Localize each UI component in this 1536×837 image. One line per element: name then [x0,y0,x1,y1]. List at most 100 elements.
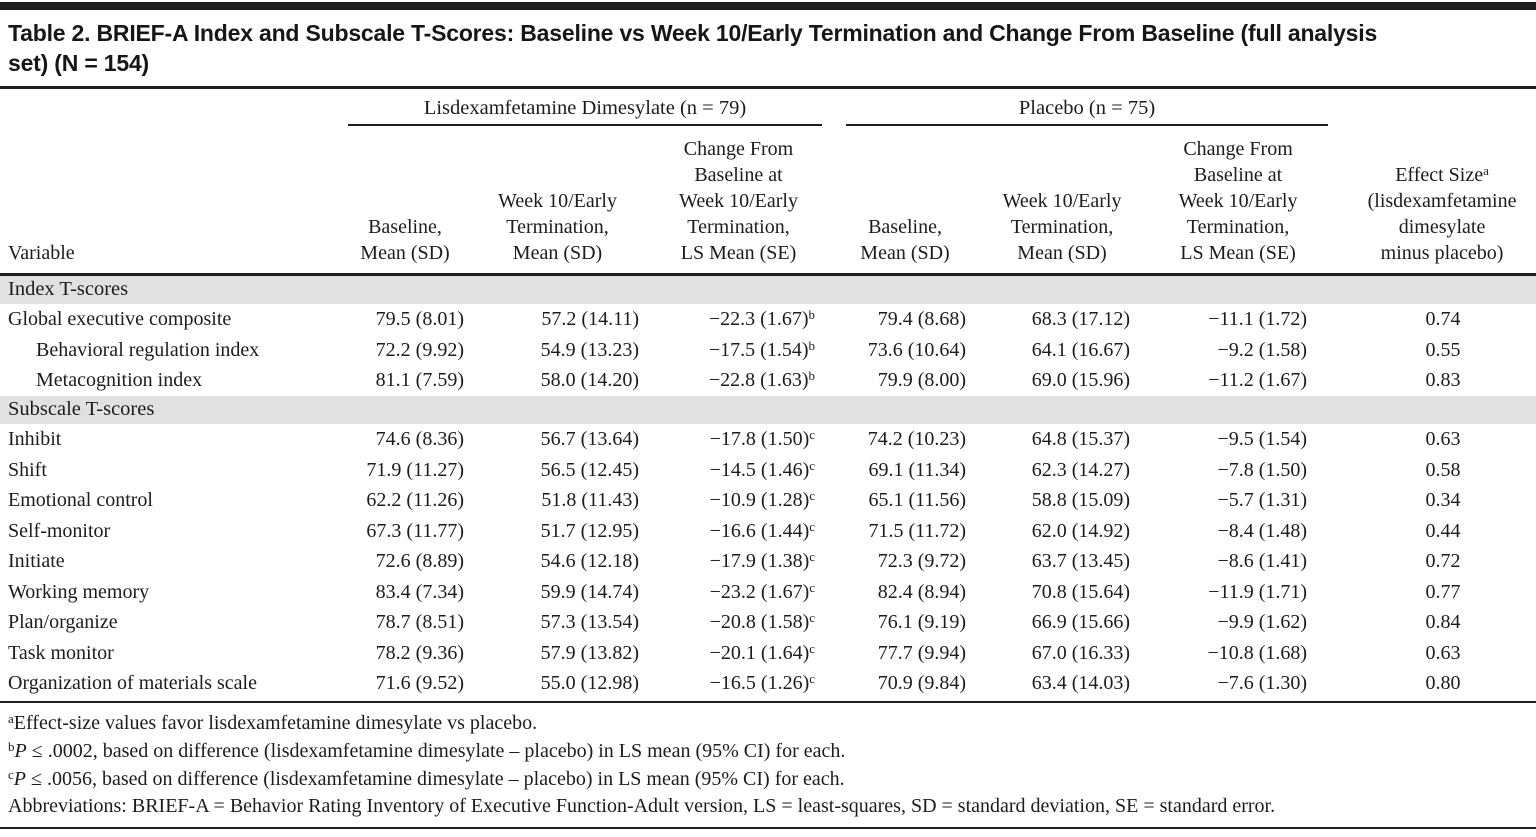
cell-ldx-change: −23.2 (1.67)c [709,579,816,603]
footnote-marker-c: c [809,579,816,595]
cell-ldx-week10: 56.7 (13.64) [540,428,639,451]
column-header-pbo-week10: Week 10/Early Termination, Mean (SD) [978,125,1147,276]
cell-ldx-week10: 57.9 (13.82) [540,641,639,664]
cell-ldx-change: −22.3 (1.67)b [708,307,816,331]
table-row: Task monitor 78.2 (9.36) 57.9 (13.82) −20.1… [0,638,1536,669]
group-header-placebo: Placebo (n = 75) [832,89,1330,126]
title-divider-rule [0,85,1536,89]
section-header-label: Index T-scores [0,274,1536,305]
cell-ldx-week10: 54.9 (13.23) [540,338,639,361]
section-header-row: Subscale T-scores [0,395,1536,425]
cell-pbo-baseline: 73.6 (10.64) [867,338,967,361]
cell-ldx-week10: 56.5 (12.45) [540,458,639,481]
cell-effect-size: 0.84 [1425,611,1461,634]
table-row: Working memory 83.4 (7.34) 59.9 (14.74) −23… [0,577,1536,608]
table-row: Global executive composite 79.5 (8.01) 57.… [0,304,1536,335]
cell-pbo-week10: 70.8 (15.64) [1031,580,1131,603]
cell-pbo-change: −7.6 (1.30) [1217,672,1308,695]
cell-ldx-week10: 54.6 (12.18) [540,550,639,573]
footnote: cP ≤ .0056, based on difference (lisdexa… [8,766,845,790]
footnotes-block: aEffect-size values favor lisdexamfetami… [0,703,1536,829]
cell-variable: Shift [8,458,47,481]
cell-pbo-week10: 62.0 (14.92) [1031,519,1131,542]
table-title-line1: Table 2. BRIEF-A Index and Subscale T-Sc… [8,20,1378,46]
column-header-ldx-week10: Week 10/Early Termination, Mean (SD) [470,125,645,276]
cell-pbo-baseline: 76.1 (9.19) [877,611,967,634]
footnote-marker-c: c [8,766,14,782]
footnote: bP ≤ .0002, based on difference (lisdexa… [8,739,846,762]
cell-pbo-change: −11.1 (1.72) [1208,308,1308,331]
cell-variable: Inhibit [8,428,62,451]
cell-pbo-baseline: 72.3 (9.72) [877,550,967,573]
cell-pbo-change: −8.4 (1.48) [1217,519,1308,542]
cell-ldx-baseline: 62.2 (11.26) [366,489,464,512]
cell-pbo-change: −8.6 (1.41) [1217,550,1308,573]
cell-variable: Working memory [8,580,150,603]
cell-ldx-baseline: 72.6 (8.89) [375,550,464,573]
cell-ldx-change: −10.9 (1.28)c [709,488,816,512]
cell-variable: Organization of materials scale [8,672,257,695]
cell-ldx-week10: 51.7 (12.95) [540,519,639,542]
blank-header-cell [0,89,340,126]
table-row: Emotional control 62.2 (11.26) 51.8 (11.43… [0,485,1536,516]
cell-ldx-change: −14.5 (1.46)c [709,457,816,481]
brief-a-scores-table: Lisdexamfetamine Dimesylate (n = 79) Pla… [0,89,1536,704]
cell-variable: Task monitor [8,641,114,664]
table-row: Plan/organize 78.7 (8.51) 57.3 (13.54) −20.… [0,607,1536,638]
cell-ldx-baseline: 78.7 (8.51) [375,611,464,634]
cell-ldx-week10: 59.9 (14.74) [540,580,639,603]
footnote: Abbreviations: BRIEF-A = Behavior Rating… [8,795,1276,818]
cell-pbo-baseline: 71.5 (11.72) [868,519,967,542]
cell-effect-size: 0.80 [1425,672,1461,695]
column-header-pbo-baseline: Baseline, Mean (SD) [832,125,979,276]
cell-pbo-change: −9.5 (1.54) [1217,428,1308,451]
footnote: aEffect-size values favor lisdexamfetami… [8,711,538,735]
cell-pbo-baseline: 79.4 (8.68) [877,308,967,331]
footnote-marker-a: a [1483,162,1489,178]
cell-effect-size: 0.63 [1425,428,1461,451]
footnote-marker-c: c [809,610,816,626]
cell-pbo-week10: 68.3 (17.12) [1031,308,1131,331]
cell-effect-size: 0.72 [1425,550,1461,573]
cell-pbo-change: −9.2 (1.58) [1217,338,1308,361]
cell-ldx-change: −16.6 (1.44)c [709,518,816,542]
column-header-ldx-baseline: Baseline, Mean (SD) [340,125,470,276]
footnote-marker-c: c [809,549,816,565]
cell-variable: Plan/organize [8,611,118,634]
cell-effect-size: 0.34 [1425,489,1461,512]
column-header-pbo-change: Change From Baseline at Week 10/Early Te… [1146,125,1331,276]
cell-ldx-baseline: 71.9 (11.27) [366,458,464,481]
group-label-placebo: Placebo (n = 75) [1018,96,1156,119]
column-header-row: Variable Baseline, Mean (SD) Week 10/Ear… [0,125,1536,276]
group-label-lisdexamfetamine: Lisdexamfetamine Dimesylate (n = 79) [423,96,747,119]
cell-pbo-week10: 67.0 (16.33) [1031,641,1131,664]
cell-ldx-change: −16.5 (1.26)c [709,671,816,695]
group-header-lisdexamfetamine: Lisdexamfetamine Dimesylate (n = 79) [340,89,832,126]
cell-pbo-week10: 63.4 (14.03) [1031,672,1131,695]
cell-ldx-change: −17.9 (1.38)c [709,549,816,573]
cell-ldx-change: −17.8 (1.50)c [709,427,816,451]
cell-effect-size: 0.74 [1425,308,1461,331]
footnote-italic-p: P [13,767,26,790]
cell-effect-size: 0.77 [1425,580,1461,603]
cell-ldx-week10: 55.0 (12.98) [540,672,639,695]
cell-pbo-baseline: 77.7 (9.94) [877,641,967,664]
cell-ldx-week10: 51.8 (11.43) [541,489,639,512]
footnote-italic-p: P [14,740,27,762]
top-rule [0,2,1536,10]
cell-ldx-week10: 58.0 (14.20) [540,369,639,392]
cell-variable: Global executive composite [8,308,232,331]
table-row: Organization of materials scale 71.6 (9.5… [0,668,1536,702]
section-header-row: Index T-scores [0,274,1536,305]
cell-pbo-baseline: 69.1 (11.34) [868,458,967,481]
cell-pbo-baseline: 70.9 (9.84) [877,672,967,695]
cell-ldx-change: −17.5 (1.54)b [708,337,816,361]
cell-ldx-week10: 57.2 (14.11) [541,308,639,331]
cell-effect-size: 0.58 [1425,458,1461,481]
footnote-marker-c: c [809,518,816,534]
cell-ldx-baseline: 83.4 (7.34) [375,580,464,603]
cell-pbo-baseline: 65.1 (11.56) [868,489,967,512]
cell-variable: Initiate [8,550,65,573]
footnote-marker-c: c [809,457,816,473]
